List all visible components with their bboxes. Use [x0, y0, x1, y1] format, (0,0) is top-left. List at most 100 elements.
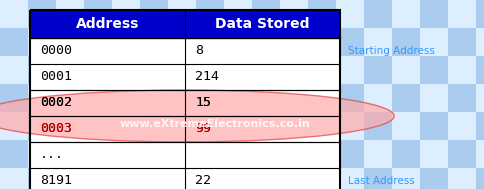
Bar [168, 112, 196, 140]
Bar [364, 140, 392, 168]
Bar [30, 10, 340, 189]
Bar [280, 140, 308, 168]
Bar [30, 10, 340, 189]
Bar [0, 28, 28, 56]
Bar [364, 28, 392, 56]
Bar [336, 28, 364, 56]
Bar [112, 0, 140, 28]
Bar [252, 0, 280, 28]
Bar [56, 84, 84, 112]
Bar [140, 28, 168, 56]
Bar [420, 168, 448, 189]
Bar [30, 10, 340, 38]
Bar [168, 0, 196, 28]
Bar [392, 168, 420, 189]
Bar [280, 28, 308, 56]
Bar [280, 84, 308, 112]
Bar [196, 0, 224, 28]
Text: 0002: 0002 [40, 97, 72, 109]
Bar [0, 84, 28, 112]
Bar [448, 56, 476, 84]
Bar [420, 0, 448, 28]
Bar [476, 28, 484, 56]
Bar [448, 112, 476, 140]
Bar [308, 112, 336, 140]
Bar [420, 140, 448, 168]
Bar [476, 112, 484, 140]
Bar [196, 140, 224, 168]
Bar [420, 112, 448, 140]
Text: 8191: 8191 [40, 174, 72, 187]
Bar [140, 84, 168, 112]
Text: 8: 8 [195, 44, 203, 57]
Text: 0002: 0002 [40, 97, 72, 109]
Bar [336, 140, 364, 168]
Text: Last Address: Last Address [348, 176, 415, 186]
Bar [0, 0, 28, 28]
Bar [84, 168, 112, 189]
Bar [308, 168, 336, 189]
Bar [84, 112, 112, 140]
Bar [476, 168, 484, 189]
Bar [196, 84, 224, 112]
Bar [112, 168, 140, 189]
Text: 0001: 0001 [40, 70, 72, 84]
Bar [252, 140, 280, 168]
Bar [364, 0, 392, 28]
Bar [84, 84, 112, 112]
Bar [448, 28, 476, 56]
Bar [0, 112, 28, 140]
Bar [84, 28, 112, 56]
Bar [392, 56, 420, 84]
Bar [196, 56, 224, 84]
Text: 99: 99 [195, 122, 211, 136]
Bar [196, 168, 224, 189]
Bar [84, 56, 112, 84]
Bar [224, 168, 252, 189]
Bar [252, 28, 280, 56]
Text: Starting Address: Starting Address [348, 46, 435, 56]
Bar [0, 140, 28, 168]
Bar [28, 140, 56, 168]
Bar [84, 140, 112, 168]
Text: 0000: 0000 [40, 44, 72, 57]
Bar [448, 140, 476, 168]
Bar [84, 0, 112, 28]
Bar [224, 28, 252, 56]
Bar [196, 28, 224, 56]
Bar [112, 56, 140, 84]
Bar [168, 140, 196, 168]
Bar [308, 56, 336, 84]
Bar [168, 56, 196, 84]
Bar [280, 168, 308, 189]
Bar [308, 0, 336, 28]
Bar [28, 168, 56, 189]
Bar [56, 168, 84, 189]
Bar [56, 140, 84, 168]
Bar [364, 168, 392, 189]
Bar [364, 56, 392, 84]
Bar [28, 84, 56, 112]
Bar [336, 168, 364, 189]
Text: 0003: 0003 [40, 122, 72, 136]
Text: 99: 99 [195, 122, 211, 136]
Bar [140, 140, 168, 168]
Bar [28, 56, 56, 84]
Bar [112, 84, 140, 112]
Bar [0, 56, 28, 84]
Bar [280, 0, 308, 28]
Bar [476, 84, 484, 112]
Text: Address: Address [76, 17, 139, 31]
Bar [364, 84, 392, 112]
Text: 15: 15 [195, 97, 211, 109]
Bar [476, 0, 484, 28]
Bar [224, 56, 252, 84]
Bar [140, 112, 168, 140]
Bar [448, 84, 476, 112]
Bar [0, 168, 28, 189]
Bar [448, 0, 476, 28]
Bar [392, 140, 420, 168]
Bar [336, 112, 364, 140]
Text: 22: 22 [195, 174, 211, 187]
Bar [252, 112, 280, 140]
